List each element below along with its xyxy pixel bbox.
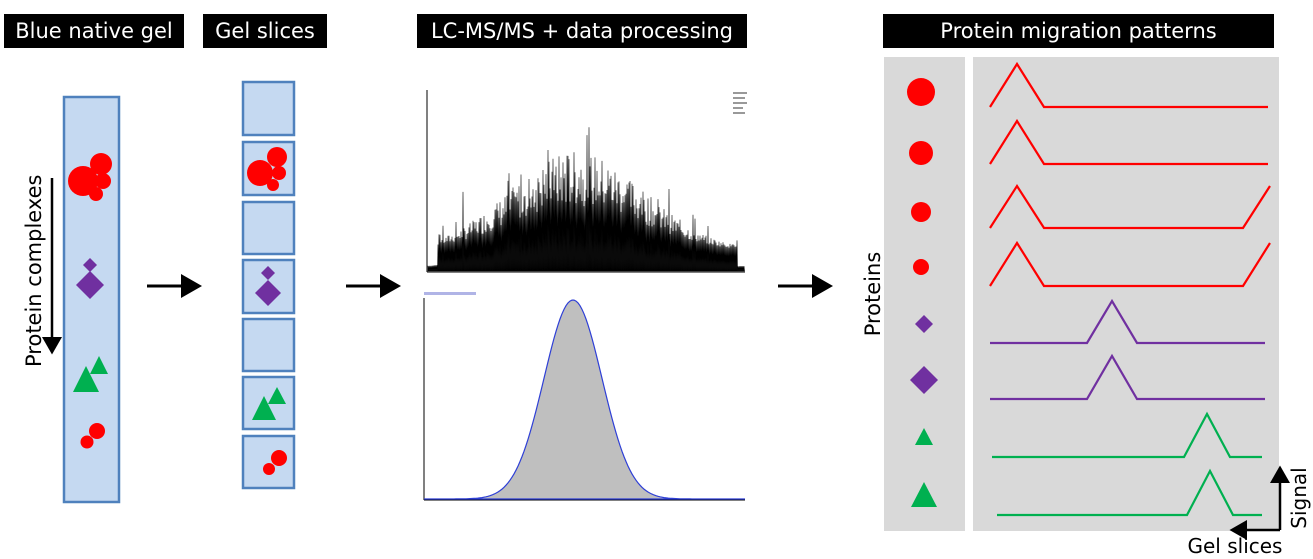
profile-line [990,353,1265,401]
slice-contents [247,147,287,475]
header-migration-patterns: Protein migration patterns [883,14,1274,48]
gel-slice [241,434,296,490]
red-circle-icon [907,78,935,106]
green-complex-icon [73,356,108,392]
purple-diamond-icon [910,366,938,394]
gel-slices [241,80,296,490]
gel-slices-axis-label: Gel slices [1187,534,1283,558]
profile-line [990,298,1265,345]
red-circle-icon [913,259,929,275]
header-lcms: LC-MS/MS + data processing [417,14,747,48]
green-triangle-icon [915,428,933,445]
profile-line [989,118,1268,166]
protein-icons [907,78,938,507]
signal-label: Signal [1287,467,1311,529]
profile-line [989,61,1268,109]
blue-native-gel-lane [62,95,121,504]
red-complex-small-icon [80,423,105,449]
header-blue-native-gel: Blue native gel [4,14,184,48]
chromatogram-top [426,90,747,273]
red-circle-icon [909,141,933,165]
red-circle-icon [911,202,931,222]
gel-slice [241,200,296,256]
extracted-ion-peak [423,292,745,501]
purple-diamond-icon [915,315,933,333]
profile-line [997,468,1262,517]
profile-line [989,183,1271,230]
header-gel-slices: Gel slices [203,14,327,48]
profile-line [989,240,1271,288]
proteins-label: Proteins [861,251,885,337]
protein-icons-panel [884,57,965,531]
profiles-panel [973,57,1279,531]
gel-slice [241,317,296,373]
protein-complexes-label: Protein complexes [22,174,46,368]
purple-complex-icon [76,258,104,299]
migration-profiles [989,61,1271,517]
gel-slice [241,80,296,137]
red-complex-large-icon [68,153,112,201]
gel-slice [241,375,296,431]
profile-line [992,411,1262,459]
green-triangle-icon [911,482,937,507]
